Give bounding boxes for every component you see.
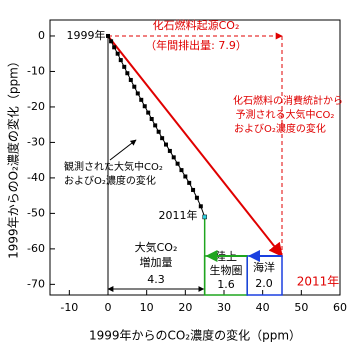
- y-tick-label: -30: [27, 135, 45, 148]
- annotation: 2011年: [159, 208, 198, 222]
- observed-point: [109, 39, 114, 44]
- observed-point: [179, 168, 184, 173]
- observed-point: [135, 91, 140, 96]
- annotation: 大気CO₂: [135, 240, 178, 254]
- annotation: 増加量: [140, 256, 173, 269]
- y-tick-label: -40: [27, 171, 45, 184]
- y-tick-label: -50: [27, 206, 45, 219]
- observed-point: [115, 51, 120, 56]
- annotation: 生物圏: [210, 263, 243, 277]
- observed-point: [139, 97, 144, 102]
- observed-point: [112, 45, 117, 50]
- observed-point: [183, 174, 188, 179]
- observed-point: [122, 64, 127, 69]
- observed-point: [142, 104, 147, 109]
- observed-point: [175, 161, 180, 166]
- y-tick-label: -60: [27, 242, 45, 255]
- annotation: 4.3: [147, 273, 165, 286]
- y-tick-label: -20: [27, 100, 45, 113]
- x-tick-label: 10: [140, 301, 154, 314]
- y-tick-label: -10: [27, 64, 45, 77]
- annotation: （年間排出量: 7.9）: [145, 38, 247, 52]
- observed-point: [118, 58, 123, 63]
- y-tick-label: 0: [38, 29, 45, 42]
- observed-point: [149, 117, 154, 121]
- observed-point: [202, 214, 207, 220]
- annotation: およびO₂濃度の変化: [64, 174, 156, 187]
- observed-point: [164, 142, 168, 147]
- observed-point: [146, 110, 151, 115]
- y-tick-label: -70: [27, 277, 45, 290]
- x-tick-label: 0: [105, 301, 112, 314]
- observed-point: [194, 195, 199, 200]
- x-axis-label: 1999年からのCO₂濃度の変化（ppm）: [89, 328, 301, 343]
- annotation: 1999年: [67, 28, 106, 42]
- annotation: 2.0: [255, 277, 273, 290]
- observed-point: [153, 123, 158, 128]
- x-tick-label: 60: [333, 301, 347, 314]
- observed-point: [128, 77, 133, 82]
- annotation: 化石燃料起源CO₂: [153, 18, 240, 32]
- annotation: 海洋: [253, 260, 275, 274]
- observed-point: [191, 187, 196, 192]
- observed-point: [171, 155, 176, 160]
- x-tick-label: -10: [60, 301, 78, 314]
- observed-point: [160, 136, 165, 141]
- observed-point: [132, 84, 137, 89]
- observed-point: [125, 71, 130, 76]
- observed-point: [187, 180, 192, 185]
- observed-point: [167, 148, 172, 153]
- observed-point: [106, 33, 110, 38]
- annotation: 1.6: [217, 278, 235, 291]
- x-tick-label: 50: [294, 301, 308, 314]
- observed-point: [198, 204, 203, 209]
- x-tick-label: 20: [178, 301, 192, 314]
- observed-point: [156, 129, 161, 134]
- annotation: 観測された大気中CO₂: [64, 160, 163, 173]
- annotation: 2011年: [297, 275, 340, 289]
- x-tick-label: 40: [256, 301, 270, 314]
- x-tick-label: 30: [217, 301, 231, 314]
- plot-frame: [49, 19, 341, 296]
- annotation: およびO₂濃度の変化: [234, 122, 326, 135]
- fossil-arrow: [107, 35, 283, 258]
- pointer-arrow: [109, 139, 137, 161]
- annotation: 化石燃料の消費統計から: [233, 94, 343, 107]
- annotation: 予測される大気中CO₂: [236, 108, 335, 121]
- observed-line: [107, 35, 206, 218]
- y-axis-label: 1999年からのO₂濃度の変化（ppm）: [6, 55, 21, 259]
